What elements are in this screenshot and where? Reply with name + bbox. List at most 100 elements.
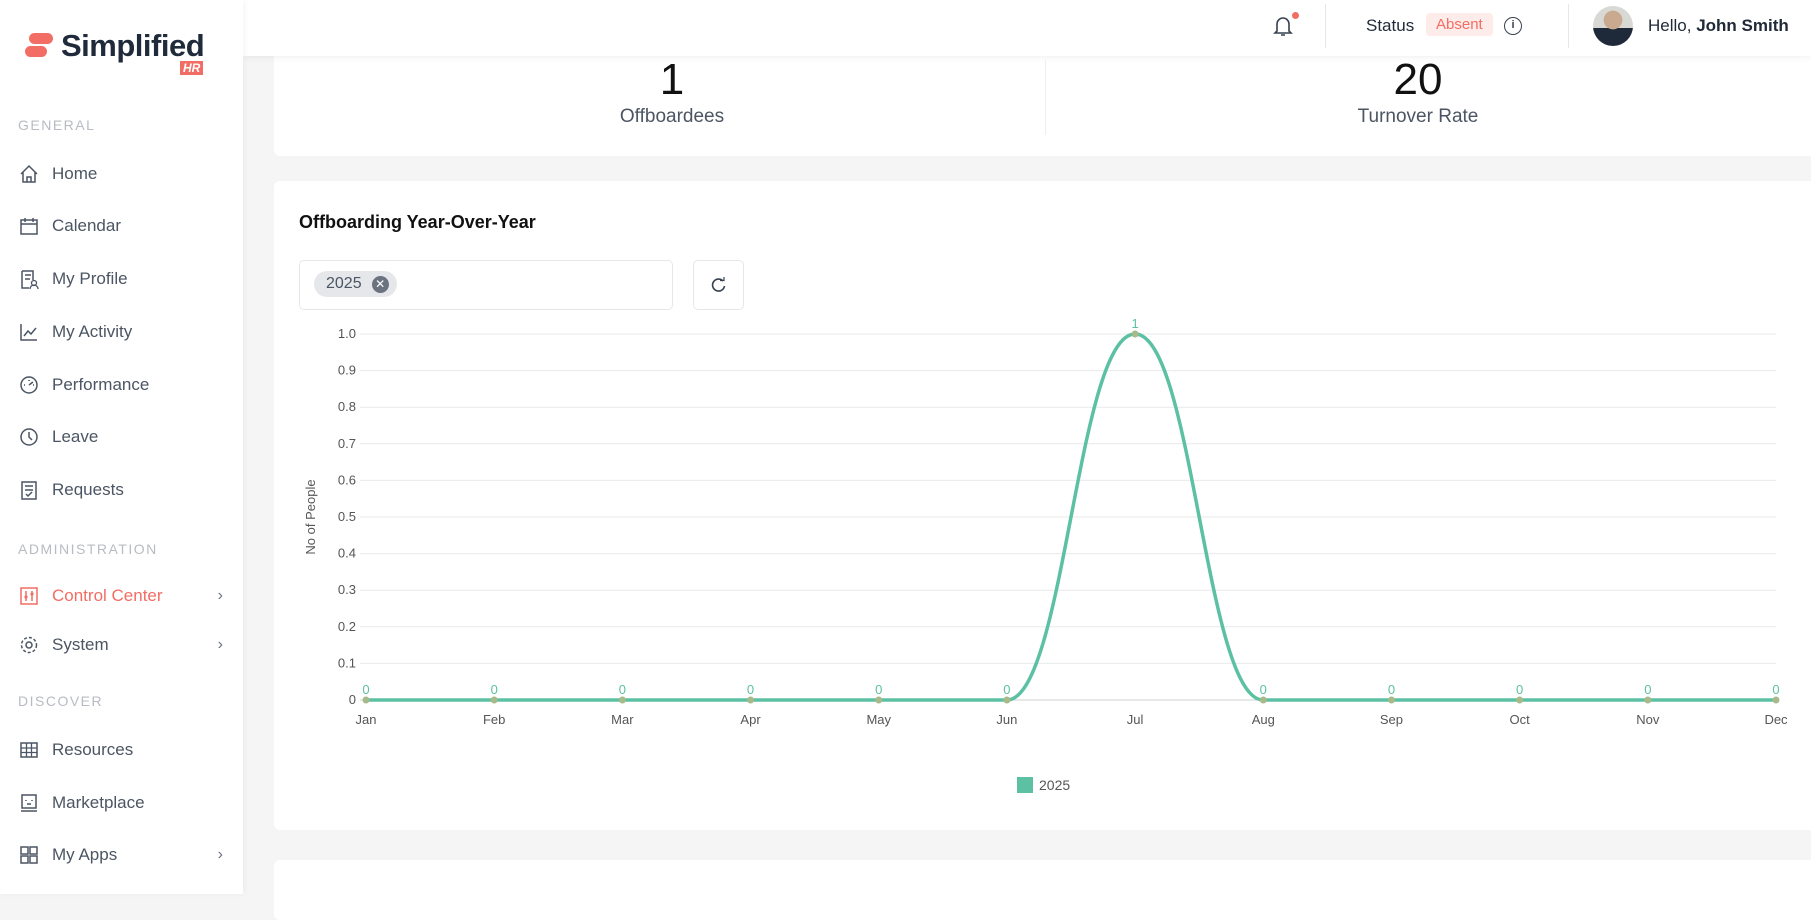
sidebar-item-marketplace[interactable]: Marketplace [18,787,223,819]
y-tick-label: 0.8 [338,399,356,414]
divider [1045,60,1046,135]
user-name: John Smith [1696,16,1789,35]
info-icon[interactable]: i [1504,17,1522,35]
x-tick-label: Nov [1636,712,1660,727]
requests-icon [21,481,37,500]
sidebar-item-label: Home [52,164,98,183]
x-tick-label: May [866,712,891,727]
calendar-icon [20,218,38,235]
y-tick-label: 0.1 [338,655,356,670]
sidebar-item-label: Control Center [52,586,163,605]
refresh-button[interactable] [693,260,744,310]
status-label: Status [1366,16,1415,35]
data-label: 0 [875,682,882,697]
gear-icon [20,636,38,654]
chevron-right-icon: › [217,587,223,604]
activity-icon [20,324,37,341]
apps-icon [20,846,38,864]
sidebar-item-label: Calendar [52,216,121,235]
data-point [1003,696,1011,704]
sliders-icon [20,587,38,605]
divider [1568,4,1569,48]
x-tick-label: Jun [996,712,1017,727]
sidebar-item-control-center[interactable]: Control Center › [18,580,223,612]
year-filter-select[interactable]: 2025 ✕ [299,260,673,310]
grid-icon [20,742,38,758]
sidebar: Simplified HR GENERAL ADMINISTRATION DIS… [0,0,243,894]
x-tick-label: Aug [1252,712,1275,727]
data-point [875,696,883,704]
sidebar-item-my-activity[interactable]: My Activity [18,316,223,348]
gauge-icon [20,376,38,394]
sidebar-item-label: My Activity [52,322,133,341]
data-label: 1 [1131,316,1138,331]
data-point [1644,696,1652,704]
sidebar-item-label: Performance [52,375,150,394]
sidebar-item-leave[interactable]: Leave [18,421,223,453]
logo[interactable]: Simplified HR [25,28,215,80]
brand-name: Simplified [61,28,205,63]
data-point [362,696,370,704]
section-general: GENERAL [18,117,96,133]
avatar[interactable] [1593,6,1633,46]
sidebar-item-resources[interactable]: Resources [18,734,223,766]
home-icon [20,164,38,183]
notification-dot [1292,12,1299,19]
x-tick-label: Mar [611,712,634,727]
sidebar-item-system[interactable]: System › [18,629,223,661]
data-label: 0 [1260,682,1267,697]
y-tick-label: 0.2 [338,619,356,634]
y-tick-label: 0.6 [338,472,356,487]
y-tick-label: 0.3 [338,582,356,597]
sidebar-item-my-profile[interactable]: My Profile [18,263,223,295]
marketplace-icon [21,794,37,812]
sidebar-item-calendar[interactable]: Calendar [18,210,223,242]
data-point [1516,696,1524,704]
x-tick-label: Dec [1764,712,1788,727]
greeting-text: Hello, [1648,16,1692,35]
notification-button[interactable] [1272,12,1299,40]
offboardees-label: Offboardees [619,106,725,127]
offboardees-value: 1 [659,55,685,104]
data-label: 0 [1003,682,1010,697]
x-tick-label: Jan [356,712,377,727]
chart-title: Offboarding Year-Over-Year [299,212,536,232]
data-point [490,696,498,704]
sidebar-item-requests[interactable]: Requests [18,474,223,506]
y-tick-label: 0.7 [338,436,356,451]
profile-icon [21,270,39,290]
chevron-right-icon: › [217,636,223,653]
sidebar-item-label: Leave [52,427,99,446]
data-label: 0 [1644,682,1651,697]
divider [1325,4,1326,48]
next-card [274,860,1811,920]
sidebar-item-my-apps[interactable]: My Apps › [18,839,223,871]
legend-swatch [1017,777,1033,793]
clock-icon [20,428,38,446]
legend-label: 2025 [1039,777,1070,793]
refresh-icon [711,277,725,292]
data-label: 0 [362,682,369,697]
data-point [1387,696,1395,704]
x-tick-label: Jul [1127,712,1144,727]
year-chip: 2025 ✕ [314,271,397,297]
status-badge: Absent [1426,13,1493,36]
user-greeting[interactable]: Hello, John Smith [1648,16,1789,36]
sidebar-item-home[interactable]: Home [18,158,223,190]
chip-remove-icon[interactable]: ✕ [371,275,389,293]
sidebar-item-label: Marketplace [52,793,145,812]
x-tick-label: Feb [483,712,505,727]
data-point [1131,330,1139,338]
data-label: 0 [491,682,498,697]
turnover-value: 20 [1393,55,1443,104]
sidebar-item-performance[interactable]: Performance [18,369,223,401]
y-tick-label: 1.0 [338,326,356,341]
data-label: 0 [1516,682,1523,697]
y-tick-label: 0.4 [338,546,356,561]
data-point [747,696,755,704]
data-label: 0 [747,682,754,697]
x-tick-label: Sep [1380,712,1403,727]
sidebar-item-label: My Profile [52,269,128,288]
bell-icon [1273,17,1293,36]
section-administration: ADMINISTRATION [18,541,158,557]
